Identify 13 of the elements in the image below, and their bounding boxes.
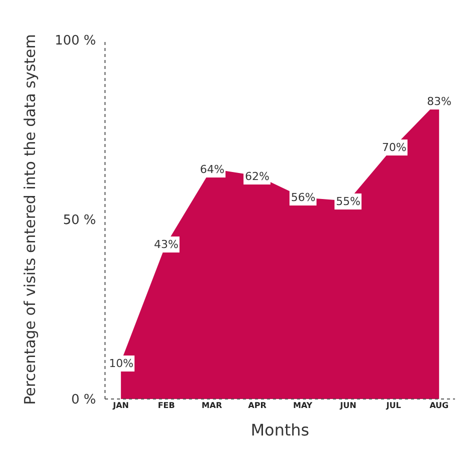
x-tick-label: MAY: [293, 401, 313, 410]
x-tick-label: APR: [248, 401, 266, 410]
y-axis-title: Percentage of visits entered into the data system: [20, 34, 39, 405]
y-tick-label: 0 %: [71, 392, 96, 408]
x-tick-label: JAN: [112, 401, 129, 410]
y-tick-label: 100 %: [54, 34, 96, 49]
x-axis-title: Months: [250, 420, 310, 440]
x-tick-label: AUG: [430, 401, 449, 410]
y-tick-label: 50 %: [62, 213, 96, 228]
x-tick-label: MAR: [202, 401, 222, 410]
x-tick-label: JUL: [385, 401, 401, 410]
x-tick-label: FEB: [158, 401, 175, 410]
x-tick-label: JUN: [339, 401, 356, 410]
